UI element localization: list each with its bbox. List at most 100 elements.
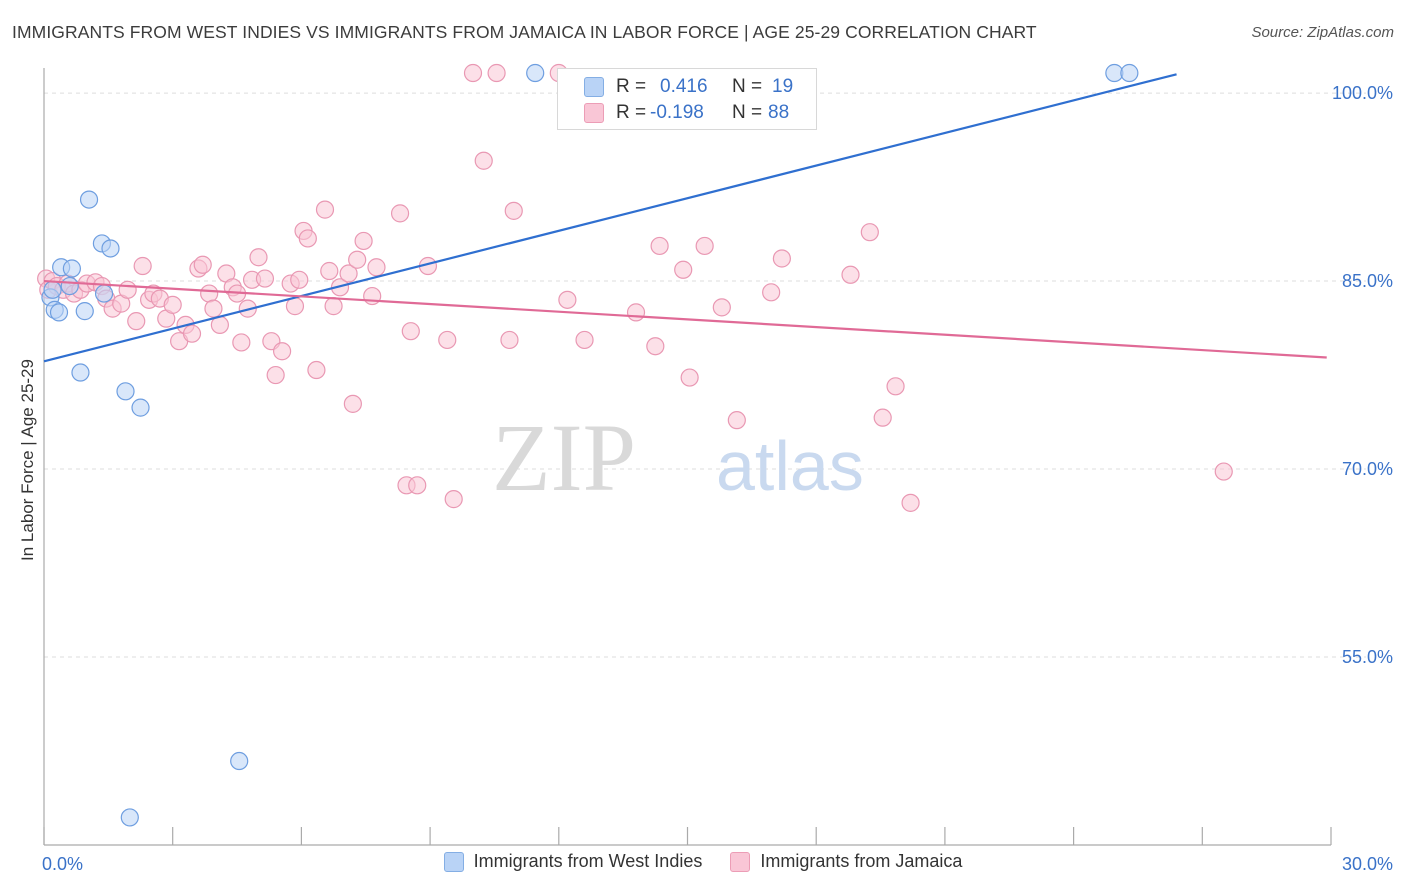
legend-label-west-indies: Immigrants from West Indies <box>473 851 703 871</box>
data-point-jamaica <box>193 255 212 274</box>
data-point-jamaica <box>133 256 152 276</box>
trend-line-west-indies <box>43 73 1177 363</box>
r-value-jamaica: -0.198 <box>650 102 704 123</box>
data-point-jamaica <box>182 324 202 343</box>
data-point-jamaica <box>841 265 860 284</box>
legend-label-jamaica: Immigrants from Jamaica <box>760 851 963 871</box>
data-point-west-indies <box>79 190 99 209</box>
data-point-jamaica <box>1214 462 1233 481</box>
data-points <box>37 63 1233 827</box>
data-point-jamaica <box>463 63 483 83</box>
data-point-jamaica <box>438 330 457 350</box>
data-point-west-indies <box>116 382 135 401</box>
legend-swatch-pink <box>730 851 751 872</box>
legend-item-jamaica[interactable]: Immigrants from Jamaica <box>730 851 962 872</box>
data-point-jamaica <box>487 63 506 83</box>
data-point-jamaica <box>204 299 223 318</box>
data-point-jamaica <box>558 290 577 309</box>
watermark: ZIP atlas <box>492 404 864 511</box>
n-value-west-indies: 19 <box>772 76 794 97</box>
data-point-jamaica <box>860 223 879 242</box>
n-label: N = <box>732 102 763 123</box>
data-point-west-indies <box>101 239 120 258</box>
y-tick-label: 55.0% <box>1342 647 1393 667</box>
data-point-jamaica <box>290 270 309 289</box>
data-point-jamaica <box>408 476 427 495</box>
data-point-jamaica <box>163 295 182 314</box>
data-point-jamaica <box>444 490 463 509</box>
r-label: R = <box>616 102 647 123</box>
n-value-jamaica: 88 <box>768 102 790 123</box>
data-point-west-indies <box>120 808 139 827</box>
data-point-jamaica <box>504 201 523 220</box>
stats-swatch-blue <box>584 77 604 97</box>
data-point-west-indies <box>71 363 90 382</box>
stats-swatch-pink <box>584 103 604 123</box>
data-point-west-indies <box>131 398 150 417</box>
data-point-jamaica <box>320 261 339 281</box>
y-tick-label: 70.0% <box>1342 459 1393 479</box>
data-point-west-indies <box>49 303 69 322</box>
data-point-jamaica <box>695 236 714 256</box>
data-point-west-indies <box>94 284 114 303</box>
data-point-jamaica <box>348 250 367 269</box>
data-point-jamaica <box>118 280 137 299</box>
gridlines <box>44 92 1366 658</box>
source-label: Source: ZipAtlas.com <box>1251 24 1394 41</box>
data-point-west-indies <box>43 280 62 299</box>
legend-swatch-blue <box>443 851 464 872</box>
data-point-west-indies <box>1120 63 1139 83</box>
data-point-jamaica <box>232 333 251 352</box>
data-point-jamaica <box>343 394 362 413</box>
data-point-jamaica <box>772 249 791 268</box>
watermark-zip: ZIP <box>492 404 636 511</box>
axes <box>43 68 1332 846</box>
data-point-jamaica <box>390 204 410 223</box>
data-point-jamaica <box>873 408 892 427</box>
data-point-jamaica <box>762 283 781 302</box>
data-point-jamaica <box>324 297 343 316</box>
data-point-jamaica <box>127 312 146 331</box>
data-point-jamaica <box>307 360 326 380</box>
tick-labels: 100.0% 85.0% 70.0% 55.0% 0.0% 30.0% <box>42 83 1393 874</box>
y-tick-label: 85.0% <box>1342 271 1393 291</box>
data-point-jamaica <box>474 151 493 170</box>
data-point-west-indies <box>526 63 545 83</box>
data-point-jamaica <box>680 368 699 387</box>
data-point-jamaica <box>575 330 594 350</box>
data-point-jamaica <box>339 264 358 283</box>
legend-item-west-indies[interactable]: Immigrants from West Indies <box>443 851 703 872</box>
y-tick-label: 100.0% <box>1332 83 1393 103</box>
r-value-west-indies: 0.416 <box>660 76 708 97</box>
data-point-jamaica <box>626 303 646 322</box>
x-tick-label: 0.0% <box>42 854 83 874</box>
data-point-west-indies <box>75 302 94 321</box>
data-point-jamaica <box>886 377 905 396</box>
data-point-west-indies <box>230 751 249 771</box>
trend-lines <box>43 73 1327 363</box>
chart-title: IMMIGRANTS FROM WEST INDIES VS IMMIGRANT… <box>12 22 1037 42</box>
data-point-jamaica <box>500 330 519 350</box>
data-point-jamaica <box>266 365 285 385</box>
data-point-jamaica <box>298 229 317 248</box>
data-point-jamaica <box>650 236 669 256</box>
watermark-atlas: atlas <box>716 427 864 505</box>
data-point-jamaica <box>354 231 373 251</box>
data-point-jamaica <box>727 411 746 430</box>
x-tick-label: 30.0% <box>1342 854 1393 874</box>
data-point-jamaica <box>200 284 219 303</box>
trend-line-jamaica <box>43 279 1327 359</box>
stats-box: R = 0.416 N = 19 R = -0.198 N = 88 <box>557 68 817 130</box>
data-point-jamaica <box>255 269 275 288</box>
y-axis-label: In Labor Force | Age 25-29 <box>18 359 37 561</box>
data-point-jamaica <box>315 200 335 219</box>
data-point-jamaica <box>401 322 420 341</box>
data-point-jamaica <box>249 248 268 267</box>
data-point-jamaica <box>674 260 693 279</box>
data-point-jamaica <box>272 342 292 361</box>
data-point-west-indies <box>60 276 79 296</box>
data-point-jamaica <box>367 258 386 277</box>
legend: Immigrants from West Indies Immigrants f… <box>0 851 1406 872</box>
n-label: N = <box>732 76 763 97</box>
